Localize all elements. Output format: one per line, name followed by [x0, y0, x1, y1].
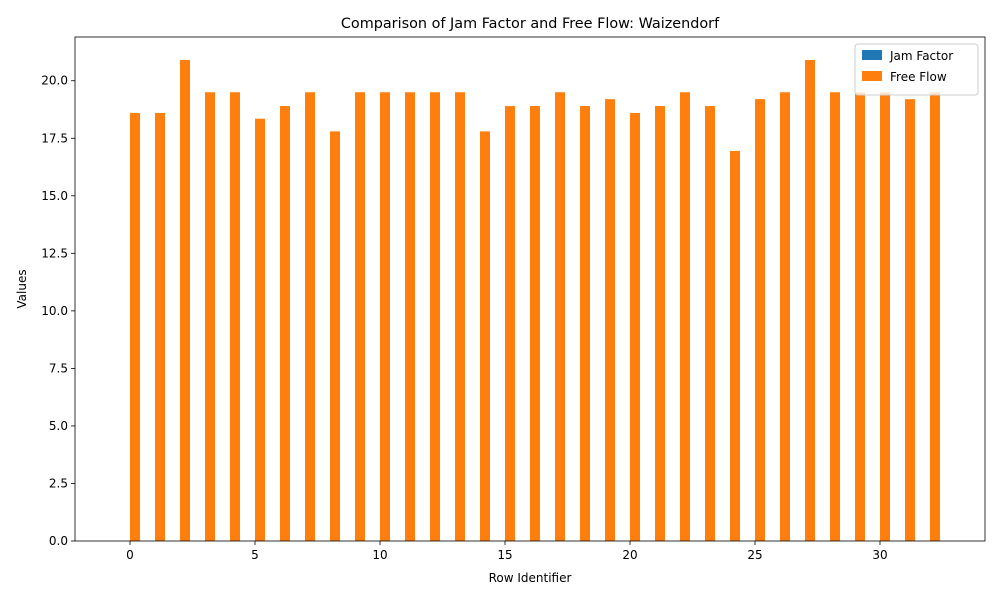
bar-free-flow-20 [630, 112, 640, 541]
y-tick-label: 0.0 [49, 534, 68, 548]
bar-free-flow-24 [730, 150, 740, 542]
bar-free-flow-16 [530, 106, 540, 541]
y-tick-label: 7.5 [49, 361, 68, 375]
bar-free-flow-32 [930, 92, 940, 541]
x-tick-label: 30 [872, 548, 887, 562]
bar-free-flow-11 [405, 92, 415, 541]
y-tick-label: 17.5 [41, 131, 68, 145]
x-tick-label: 0 [126, 548, 134, 562]
bar-free-flow-0 [130, 112, 140, 541]
y-tick-label: 10.0 [41, 304, 68, 318]
chart-title: Comparison of Jam Factor and Free Flow: … [341, 16, 720, 32]
bar-free-flow-27 [805, 60, 815, 541]
x-tick-label: 5 [251, 548, 259, 562]
y-tick-label: 12.5 [41, 246, 68, 260]
bar-free-flow-26 [780, 92, 790, 541]
bar-free-flow-18 [580, 106, 590, 541]
bar-free-flow-22 [680, 92, 690, 541]
bar-free-flow-7 [305, 92, 315, 541]
bar-free-flow-8 [330, 131, 340, 542]
x-axis-ticks: 0 5 10 15 20 25 30 [126, 541, 888, 562]
legend-label-free-flow: Free Flow [890, 70, 947, 84]
y-tick-label: 2.5 [49, 476, 68, 490]
x-axis-label: Row Identifier [489, 571, 572, 585]
bar-free-flow-19 [605, 99, 615, 541]
x-tick-label: 15 [497, 548, 512, 562]
y-tick-label: 15.0 [41, 189, 68, 203]
bars-layer [130, 60, 940, 542]
x-tick-label: 20 [622, 548, 637, 562]
y-tick-label: 5.0 [49, 419, 68, 433]
y-axis-label: Values [15, 269, 29, 308]
x-tick-label: 25 [747, 548, 762, 562]
bar-free-flow-6 [280, 106, 290, 541]
legend-label-jam-factor: Jam Factor [889, 49, 953, 63]
bar-free-flow-15 [505, 106, 515, 541]
bar-free-flow-25 [755, 99, 765, 541]
bar-free-flow-2 [180, 60, 190, 541]
bar-free-flow-12 [430, 92, 440, 541]
bar-free-flow-3 [205, 92, 215, 541]
bar-free-flow-31 [905, 99, 915, 541]
bar-free-flow-17 [555, 92, 565, 541]
bar-free-flow-28 [830, 92, 840, 541]
legend: Jam Factor Free Flow [854, 43, 979, 96]
bar-free-flow-9 [355, 92, 365, 541]
y-axis-ticks: 0.0 2.5 5.0 7.5 10.0 12.5 15.0 17.5 20.0 [41, 74, 75, 548]
bar-free-flow-10 [380, 92, 390, 541]
bar-free-flow-29 [855, 92, 865, 541]
legend-box [854, 43, 979, 96]
bar-free-flow-1 [155, 112, 165, 541]
bar-free-flow-23 [705, 106, 715, 541]
bar-free-flow-4 [230, 92, 240, 541]
y-tick-label: 20.0 [41, 74, 68, 88]
x-tick-label: 10 [372, 548, 387, 562]
plot-frame [74, 36, 986, 542]
legend-swatch-free-flow [862, 71, 882, 81]
bar-free-flow-30 [880, 92, 890, 541]
bar-free-flow-5 [255, 118, 265, 541]
bar-free-flow-14 [480, 131, 490, 542]
bar-free-flow-21 [655, 106, 665, 541]
bar-free-flow-13 [455, 92, 465, 541]
legend-swatch-jam-factor [862, 50, 882, 60]
